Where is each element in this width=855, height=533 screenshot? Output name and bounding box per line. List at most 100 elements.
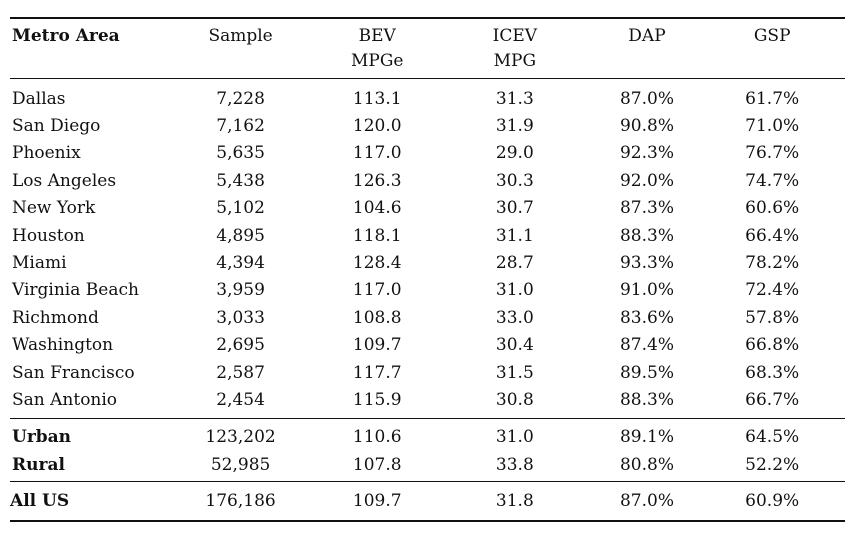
- table-cell: 128.4: [352, 253, 402, 274]
- table-cell: 91.0%: [619, 280, 674, 301]
- column-header: BEV MPGe: [319, 18, 435, 79]
- row-label: Houston: [12, 225, 85, 246]
- table-cell: 109.7: [352, 335, 402, 356]
- column-header-line1: Sample: [208, 26, 273, 46]
- column-header: ICEV MPG: [435, 18, 594, 79]
- table-cell: 87.0%: [619, 491, 674, 512]
- table-cell: 30.3: [495, 170, 534, 191]
- table-cell: 30.4: [495, 335, 534, 356]
- table-row: San Antonio 2,454 115.9 30.8 88.3% 66.7%: [10, 386, 845, 418]
- table-cell: 109.7: [352, 491, 402, 512]
- table-cell: 7,162: [216, 116, 265, 137]
- table-cell: 108.8: [352, 307, 402, 328]
- table-cell: 7,228: [216, 88, 265, 109]
- table-cell: 4,394: [216, 253, 265, 274]
- table-cell: 66.8%: [745, 335, 800, 356]
- table-cell: 126.3: [352, 170, 402, 191]
- table-cell: 87.3%: [619, 198, 674, 219]
- table-row: Miami 4,394 128.4 28.7 93.3% 78.2%: [10, 249, 845, 276]
- row-label: Virginia Beach: [12, 280, 139, 301]
- table-cell: 93.3%: [619, 253, 674, 274]
- column-header-line1: BEV: [358, 26, 396, 46]
- column-header: Metro Area: [10, 18, 162, 79]
- row-label: Phoenix: [12, 143, 81, 164]
- row-label: Los Angeles: [12, 170, 117, 191]
- table-cell: 117.7: [352, 362, 402, 383]
- row-label: San Francisco: [12, 362, 135, 383]
- table-cell: 176,186: [205, 491, 276, 512]
- table-cell: 115.9: [352, 389, 402, 410]
- table-cell: 4,895: [216, 225, 265, 246]
- table-cell: 33.8: [495, 454, 534, 475]
- row-label: Rural: [12, 454, 65, 475]
- table-cell: 120.0: [352, 116, 402, 137]
- row-label: Richmond: [12, 307, 99, 328]
- table-row: Washington 2,695 109.7 30.4 87.4% 66.8%: [10, 332, 845, 359]
- table-row: Urban 123,202 110.6 31.0 89.1% 64.5%: [10, 418, 845, 451]
- table-cell: 74.7%: [745, 170, 800, 191]
- table-cell: 31.0: [495, 427, 534, 448]
- table-cell: 60.9%: [745, 491, 800, 512]
- row-label: Miami: [12, 253, 67, 274]
- table-cell: 83.6%: [619, 307, 674, 328]
- column-header: DAP: [595, 18, 700, 79]
- table-cell: 113.1: [352, 88, 402, 109]
- table-cell: 90.8%: [619, 116, 674, 137]
- table-row: Richmond 3,033 108.8 33.0 83.6% 57.8%: [10, 304, 845, 331]
- table-cell: 107.8: [352, 454, 402, 475]
- table-cell: 31.5: [495, 362, 534, 383]
- table-row: Phoenix 5,635 117.0 29.0 92.3% 76.7%: [10, 140, 845, 167]
- table-cell: 123,202: [205, 427, 276, 448]
- table-cell: 5,635: [216, 143, 265, 164]
- table-cell: 5,102: [216, 198, 265, 219]
- row-label: Dallas: [12, 88, 66, 109]
- metro-rows: Dallas 7,228 113.1 31.3 87.0% 61.7% San Diego 7…: [10, 79, 845, 419]
- table-cell: 117.0: [352, 143, 402, 164]
- column-header-line2: MPGe: [351, 51, 404, 71]
- column-header: GSP: [699, 18, 845, 79]
- table-row: Dallas 7,228 113.1 31.3 87.0% 61.7%: [10, 79, 845, 113]
- table-cell: 5,438: [216, 170, 265, 191]
- column-header-line1: ICEV: [492, 26, 538, 46]
- table-cell: 66.7%: [745, 389, 800, 410]
- table-cell: 3,033: [216, 307, 265, 328]
- table-row: San Diego 7,162 120.0 31.9 90.8% 71.0%: [10, 112, 845, 139]
- table-cell: 31.1: [495, 225, 534, 246]
- table-cell: 110.6: [352, 427, 402, 448]
- table-cell: 31.0: [495, 280, 534, 301]
- table-cell: 92.0%: [619, 170, 674, 191]
- row-label: Urban: [12, 427, 72, 448]
- table-cell: 104.6: [352, 198, 402, 219]
- metro-area-table: Metro Area Sample BEV MPGe ICEV MPG DAP GSP Dal…: [10, 17, 845, 522]
- table-cell: 78.2%: [745, 253, 800, 274]
- table-row: Virginia Beach 3,959 117.0 31.0 91.0% 72.4%: [10, 277, 845, 304]
- row-label: New York: [12, 198, 96, 219]
- table-row: San Francisco 2,587 117.7 31.5 89.5% 68.3%: [10, 359, 845, 386]
- aggregate-rows: Urban 123,202 110.6 31.0 89.1% 64.5% Rural 52,9…: [10, 418, 845, 482]
- table-row: Los Angeles 5,438 126.3 30.3 92.0% 74.7%: [10, 167, 845, 194]
- table-cell: 87.0%: [619, 88, 674, 109]
- table-cell: 72.4%: [745, 280, 800, 301]
- table-cell: 29.0: [495, 143, 534, 164]
- table-cell: 52.2%: [745, 454, 800, 475]
- table-cell: 52,985: [210, 454, 271, 475]
- table-cell: 66.4%: [745, 225, 800, 246]
- row-label: San Diego: [12, 116, 101, 137]
- table-cell: 57.8%: [745, 307, 800, 328]
- table-cell: 118.1: [352, 225, 402, 246]
- table-cell: 30.7: [495, 198, 534, 219]
- table-cell: 80.8%: [619, 454, 674, 475]
- column-header-line1: Metro Area: [12, 26, 120, 46]
- table-cell: 89.1%: [619, 427, 674, 448]
- column-header-line1: GSP: [753, 26, 791, 46]
- table-cell: 60.6%: [745, 198, 800, 219]
- table-row: New York 5,102 104.6 30.7 87.3% 60.6%: [10, 195, 845, 222]
- total-rows: All US 176,186 109.7 31.8 87.0% 60.9%: [10, 481, 845, 521]
- table-cell: 89.5%: [619, 362, 674, 383]
- table-cell: 92.3%: [619, 143, 674, 164]
- row-label: Washington: [12, 335, 114, 356]
- column-header: Sample: [162, 18, 320, 79]
- table-cell: 31.9: [495, 116, 534, 137]
- table-cell: 76.7%: [745, 143, 800, 164]
- table-row: All US 176,186 109.7 31.8 87.0% 60.9%: [10, 482, 845, 521]
